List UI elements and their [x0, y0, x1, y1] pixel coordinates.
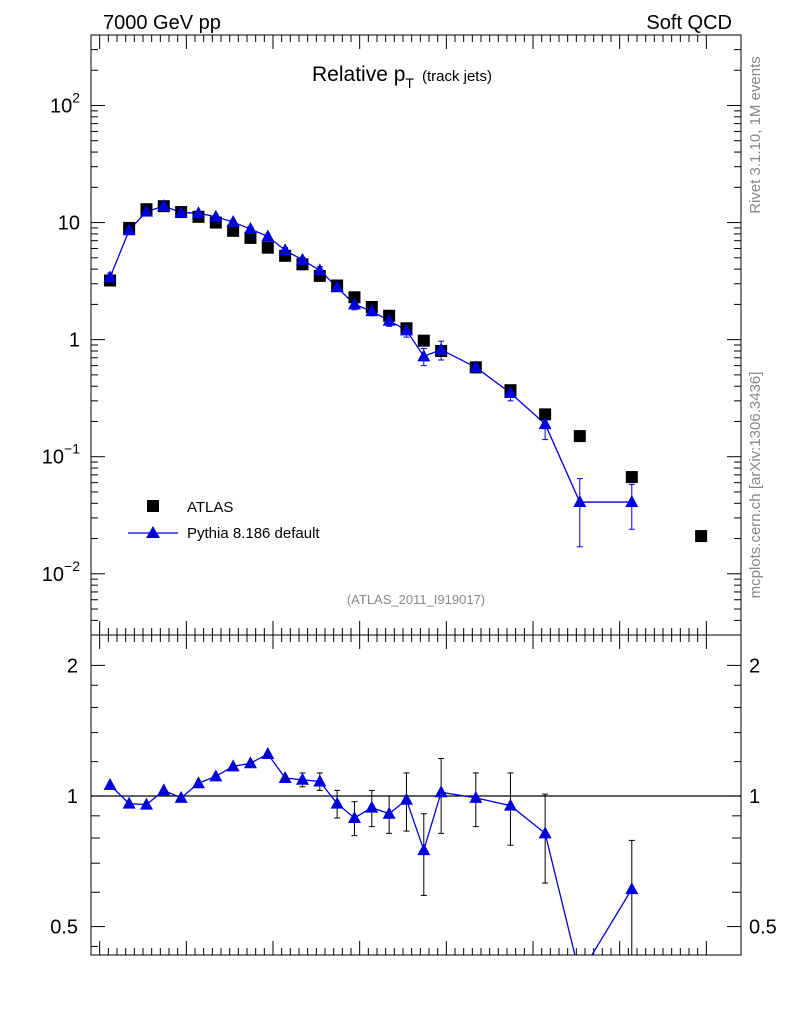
ratio-y-ticks: [91, 664, 741, 947]
pythia-point: [122, 223, 136, 236]
pythia-point: [573, 495, 587, 508]
ratio-point: [347, 810, 361, 823]
legend-atlas-marker: [147, 500, 159, 512]
main-data: [103, 199, 708, 548]
pythia-point: [278, 243, 292, 256]
pythia-point: [625, 495, 639, 508]
legend-pythia-marker: [146, 526, 160, 538]
atlas-point: [417, 334, 430, 347]
ratio-point: [295, 772, 309, 785]
legend-pythia-label: Pythia 8.186 default: [187, 525, 320, 542]
pythia-point: [469, 360, 483, 373]
ratio-y-tick-label-right: 2: [749, 655, 760, 677]
pythia-point: [103, 270, 117, 283]
main-x-ticks: [99, 35, 707, 635]
ratio-point: [174, 790, 188, 803]
atlas-point: [261, 241, 274, 254]
pythia-point: [209, 209, 223, 222]
analysis-tag: (ATLAS_2011_I919017): [347, 592, 485, 607]
main-y-tick-labels: 102 10 1 10−1 10−2: [42, 89, 80, 585]
ratio-point: [157, 783, 171, 796]
ratio-point: [139, 797, 153, 810]
legend: ATLAS Pythia 8.186 default: [128, 499, 320, 542]
ratio-point: [209, 769, 223, 782]
ratio-point: [313, 774, 327, 787]
main-y-tick-label: 102: [50, 89, 80, 117]
ratio-panel: 2 2 1 1 0.5 0.5: [50, 634, 777, 956]
ratio-point: [261, 746, 275, 759]
atlas-point: [573, 430, 586, 443]
main-y-ticks: [91, 34, 741, 636]
main-y-tick-label: 10−1: [42, 441, 80, 469]
mcplots-label: mcplots.cern.ch [arXiv:1306.3436]: [747, 372, 764, 599]
ratio-point: [330, 796, 344, 809]
rivet-label: Rivet 3.1.10, 1M events: [747, 56, 764, 214]
ratio-point: [122, 796, 136, 809]
pythia-point: [174, 205, 188, 218]
ratio-y-tick-label: 1: [67, 786, 78, 808]
pythia-point: [538, 417, 552, 430]
pythia-point: [226, 215, 240, 228]
pythia-point: [313, 263, 327, 276]
pythia-point: [243, 222, 257, 235]
ratio-point: [278, 771, 292, 784]
legend-atlas-label: ATLAS: [187, 499, 233, 516]
ratio-point: [503, 798, 517, 811]
pythia-point: [365, 304, 379, 317]
ratio-point: [243, 756, 257, 769]
ratio-data: [91, 746, 741, 956]
atlas-point: [539, 408, 552, 421]
ratio-point: [365, 800, 379, 813]
ratio-y-tick-labels: 2 2 1 1 0.5 0.5: [50, 655, 777, 938]
atlas-point: [695, 530, 708, 543]
pythia-point: [139, 204, 153, 217]
ratio-point: [538, 826, 552, 839]
ratio-point: [434, 785, 448, 798]
atlas-point: [625, 471, 638, 484]
ratio-point: [191, 776, 205, 789]
ratio-point: [382, 806, 396, 819]
main-title: Relative pT (track jets): [312, 63, 492, 91]
ratio-point: [103, 778, 117, 791]
header-left: 7000 GeV pp: [103, 12, 221, 34]
header-right: Soft QCD: [646, 12, 732, 34]
pythia-point: [417, 349, 431, 362]
pythia-point: [503, 386, 517, 399]
ratio-point: [417, 843, 431, 856]
ratio-frame: [90, 634, 742, 956]
main-y-tick-label: 10−2: [42, 558, 80, 586]
pythia-point: [382, 313, 396, 326]
pythia-point: [191, 206, 205, 219]
ratio-point: [226, 759, 240, 772]
pythia-point: [295, 252, 309, 265]
pythia-point: [399, 323, 413, 336]
atlas-point: [227, 224, 240, 237]
atlas-point: [244, 231, 257, 244]
pythia-series-line: [109, 205, 632, 503]
atlas-point: [348, 291, 361, 304]
pythia-point: [347, 297, 361, 310]
pythia-point: [330, 280, 344, 293]
main-y-tick-label: 1: [69, 330, 80, 352]
pythia-point: [157, 199, 171, 212]
ratio-y-tick-label-right: 1: [749, 786, 760, 808]
main-y-tick-label: 10: [58, 213, 80, 235]
ratio-x-ticks: [99, 635, 707, 955]
ratio-point: [625, 882, 639, 895]
ratio-y-tick-label-right: 0.5: [749, 917, 777, 939]
ratio-series-line: [109, 753, 633, 955]
ratio-y-tick-label: 0.5: [50, 917, 78, 939]
ratio-point: [399, 792, 413, 805]
ratio-y-tick-label: 2: [67, 655, 78, 677]
main-frame: [90, 34, 742, 636]
main-panel: Relative pT (track jets) (ATLAS_2011_I919…: [42, 34, 742, 636]
pythia-point: [261, 229, 275, 242]
pythia-point: [434, 342, 448, 355]
ratio-point: [469, 790, 483, 803]
